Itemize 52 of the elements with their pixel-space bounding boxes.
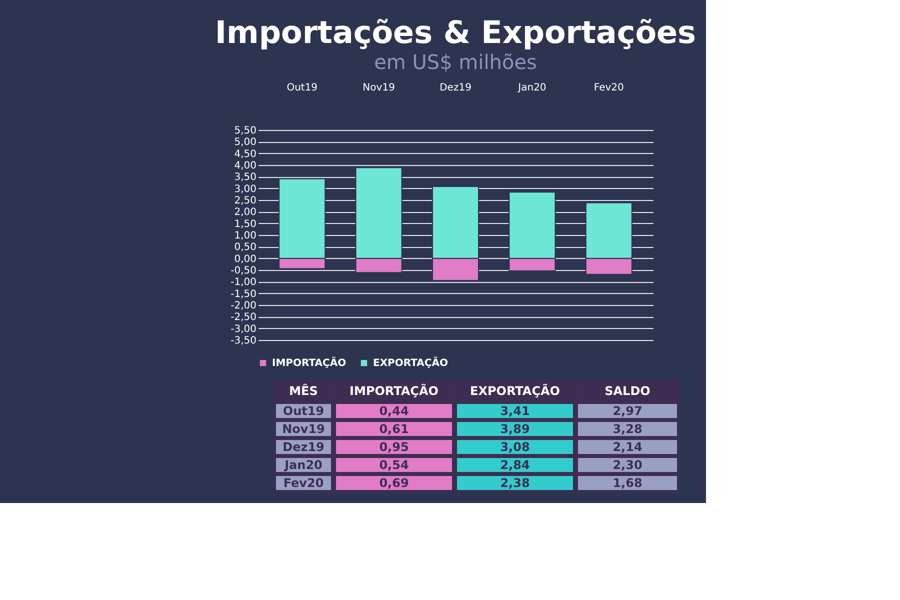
text: EXPORTAÇÃO [470,383,560,398]
text: 0,69 [379,476,409,490]
text: Nov19 [282,422,325,436]
legend-label: IMPORTAÇÃO [272,356,346,370]
y-tick-label: 2,00 [234,207,257,218]
x-tick-label: Dez19 [440,82,472,94]
x-tick-label: Nov19 [362,82,395,94]
y-tick-label: -1,50 [230,288,257,300]
text: Jan20 [284,458,322,472]
y-tick-label: 5,50 [234,126,257,136]
text: IMPORTAÇÃO [350,383,438,398]
text: 2,38 [500,476,530,490]
text: 2,97 [612,404,642,418]
x-tick-label: Out19 [286,82,318,94]
y-tick-label: -0,50 [230,266,257,276]
text: 0,44 [379,404,409,418]
text: 0,54 [379,458,409,472]
y-tick-label: 1,50 [234,218,257,230]
text: 0,95 [379,440,409,454]
text: Out19 [282,404,324,418]
text: 2,84 [500,458,530,472]
y-tick-label: -1,00 [230,277,257,288]
text: 2,30 [612,458,642,472]
text: 3,08 [500,440,530,454]
text: 0,61 [379,422,409,436]
chart-title: Importações & Exportações [215,15,696,51]
y-tick-label: 1,00 [234,230,257,242]
text: 1,68 [612,476,642,490]
x-tick-label: Fev20 [594,82,624,94]
text: 2,14 [612,440,642,454]
text: Dez19 [282,440,324,454]
legend-label: EXPORTAÇÃO [373,356,448,370]
y-tick-label: 0,00 [234,254,257,265]
text: Fev20 [283,476,324,490]
y-tick-label: 2,50 [234,196,257,206]
y-tick-label: -3,50 [230,336,257,346]
y-tick-label: -2,00 [230,300,257,312]
y-tick-label: -2,50 [230,312,257,324]
text: 3,28 [612,422,642,436]
y-tick-label: 0,50 [234,242,257,254]
y-tick-label: 5,00 [234,137,257,148]
y-tick-label: -3,00 [230,324,257,335]
y-tick-label: 4,50 [234,148,257,160]
y-tick-label: 3,00 [234,184,257,195]
text: MÊS [289,383,318,398]
chart-subtitle: em US$ milhões [374,50,537,74]
y-tick-label: 4,00 [234,160,257,172]
text: SALDO [604,384,650,398]
y-tick-label: 3,50 [234,172,257,184]
x-tick-label: Jan20 [517,82,546,94]
text: 3,41 [500,404,530,418]
text: 3,89 [500,422,530,436]
